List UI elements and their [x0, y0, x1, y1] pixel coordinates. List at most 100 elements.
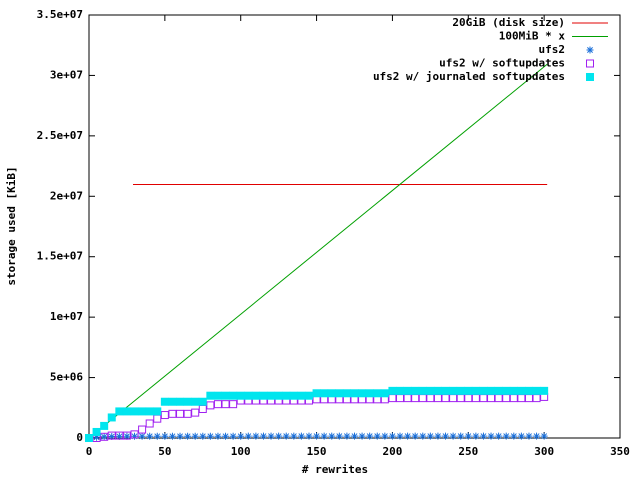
data-point	[145, 407, 154, 416]
data-point	[213, 391, 222, 400]
data-point	[419, 432, 427, 440]
data-point	[213, 400, 222, 409]
data-point	[396, 394, 405, 403]
data-point	[304, 391, 313, 400]
data-point	[540, 432, 548, 440]
data-point	[305, 432, 313, 440]
data-point	[358, 432, 366, 440]
data-point	[146, 432, 154, 440]
y-tick-label: 5e+06	[50, 371, 83, 384]
data-point	[426, 394, 435, 403]
data-point	[236, 391, 245, 400]
data-point	[115, 432, 123, 440]
data-point	[524, 386, 533, 395]
data-point	[297, 391, 306, 400]
data-point	[168, 409, 177, 418]
data-point	[153, 414, 162, 423]
data-point	[222, 432, 230, 440]
data-point	[184, 432, 192, 440]
data-point	[199, 432, 207, 440]
data-point	[122, 407, 131, 416]
x-tick-label: 100	[231, 445, 251, 458]
data-point	[206, 401, 215, 410]
legend-swatch	[586, 73, 594, 81]
data-point	[320, 389, 329, 398]
y-tick-label: 1e+07	[50, 310, 83, 323]
data-point	[259, 432, 267, 440]
data-point	[221, 400, 230, 409]
data-point	[381, 432, 389, 440]
data-point	[464, 432, 472, 440]
data-point	[93, 433, 101, 441]
data-point	[411, 432, 419, 440]
data-point	[388, 432, 396, 440]
data-point	[92, 427, 101, 436]
data-point	[221, 391, 230, 400]
data-point	[502, 432, 510, 440]
data-point	[449, 386, 458, 395]
legend-swatch	[586, 46, 594, 54]
legend-label: ufs2	[539, 43, 566, 56]
data-point	[502, 394, 511, 403]
data-point	[108, 433, 116, 441]
data-point	[313, 432, 321, 440]
data-point	[290, 432, 298, 440]
data-point	[206, 391, 215, 400]
data-point	[191, 432, 199, 440]
data-point	[471, 386, 480, 395]
data-point	[161, 432, 169, 440]
data-point	[267, 391, 276, 400]
data-point	[441, 386, 450, 395]
data-point	[138, 407, 147, 416]
data-point	[396, 386, 405, 395]
y-tick-label: 0	[76, 431, 83, 444]
x-tick-label: 300	[534, 445, 554, 458]
data-point	[206, 432, 214, 440]
data-point	[388, 394, 397, 403]
data-point	[115, 431, 124, 440]
data-point	[510, 432, 518, 440]
data-point	[464, 386, 473, 395]
data-point	[533, 432, 541, 440]
data-point	[433, 394, 442, 403]
data-point	[312, 389, 321, 398]
data-point	[487, 432, 495, 440]
data-point	[183, 409, 192, 418]
data-point	[289, 391, 298, 400]
data-point	[176, 432, 184, 440]
data-point	[517, 394, 526, 403]
data-point	[100, 432, 109, 441]
data-point	[176, 397, 185, 406]
data-point	[138, 425, 147, 434]
data-point	[183, 397, 192, 406]
data-point	[252, 432, 260, 440]
data-point	[130, 430, 139, 439]
data-point	[403, 386, 412, 395]
data-point	[411, 386, 420, 395]
data-point	[540, 386, 549, 395]
data-point	[464, 394, 473, 403]
data-point	[229, 400, 238, 409]
x-tick-label: 250	[458, 445, 478, 458]
data-point	[342, 389, 351, 398]
data-point	[107, 413, 116, 422]
data-point	[168, 432, 176, 440]
data-point	[487, 386, 496, 395]
data-point	[85, 434, 93, 442]
data-point	[214, 432, 222, 440]
data-point	[449, 432, 457, 440]
y-tick-label: 2.5e+07	[37, 129, 83, 142]
data-point	[494, 386, 503, 395]
data-point	[145, 419, 154, 428]
data-point	[100, 433, 108, 441]
x-tick-label: 0	[86, 445, 93, 458]
data-point	[456, 394, 465, 403]
data-point	[358, 389, 367, 398]
data-point	[479, 394, 488, 403]
data-point	[365, 389, 374, 398]
data-point	[122, 431, 131, 440]
data-point	[388, 386, 397, 395]
x-tick-label: 150	[307, 445, 327, 458]
data-point	[517, 432, 525, 440]
data-point	[351, 432, 358, 440]
